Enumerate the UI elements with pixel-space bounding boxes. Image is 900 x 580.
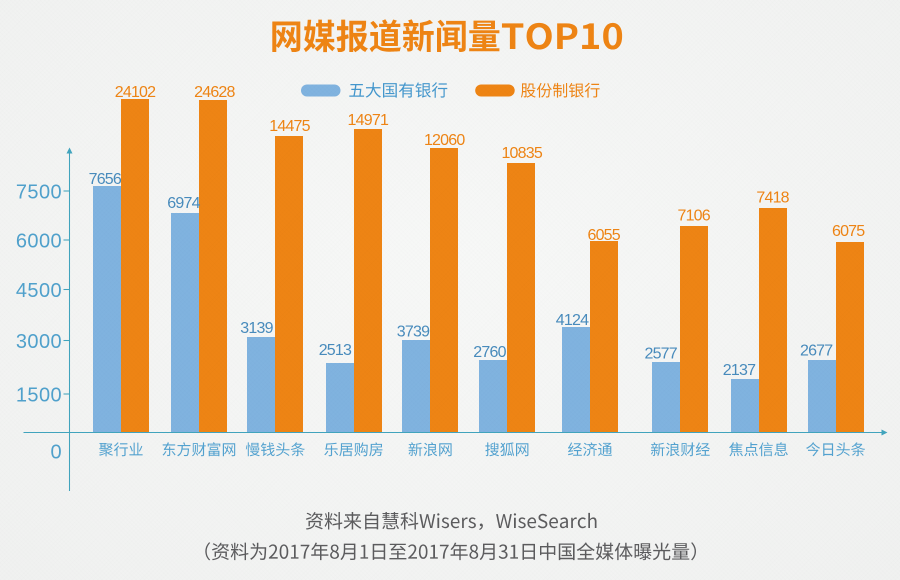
svg-text:14971: 14971: [348, 112, 389, 129]
svg-text:1500: 1500: [16, 384, 62, 406]
svg-text:6000: 6000: [16, 230, 62, 252]
svg-text:6055: 6055: [587, 227, 620, 244]
svg-text:2137: 2137: [723, 362, 756, 379]
svg-text:10835: 10835: [501, 145, 542, 162]
svg-text:14475: 14475: [269, 118, 310, 135]
svg-text:2577: 2577: [644, 345, 677, 362]
svg-text:2677: 2677: [800, 343, 833, 360]
svg-text:7106: 7106: [677, 208, 710, 225]
svg-text:0: 0: [50, 441, 62, 463]
svg-text:4124: 4124: [556, 312, 589, 329]
svg-text:3139: 3139: [240, 320, 273, 337]
svg-text:7500: 7500: [16, 181, 62, 203]
svg-text:3739: 3739: [397, 324, 430, 341]
svg-text:7656: 7656: [89, 171, 122, 188]
svg-text:12060: 12060: [424, 132, 465, 149]
svg-text:4500: 4500: [16, 280, 62, 302]
svg-text:2760: 2760: [473, 344, 506, 361]
svg-text:24628: 24628: [194, 84, 235, 101]
svg-text:3000: 3000: [16, 331, 62, 353]
svg-text:7418: 7418: [756, 189, 789, 206]
svg-text:6974: 6974: [167, 195, 200, 212]
svg-text:24102: 24102: [115, 84, 156, 101]
svg-text:6075: 6075: [832, 223, 865, 240]
svg-text:2513: 2513: [319, 342, 352, 359]
